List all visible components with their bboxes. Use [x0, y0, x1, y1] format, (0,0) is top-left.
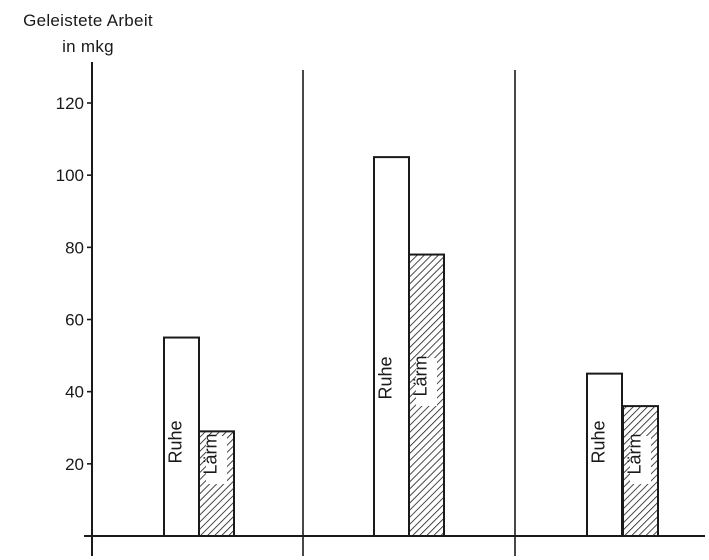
- bar-label-ruhe: Ruhe: [589, 420, 609, 463]
- bar-ruhe: [163, 336, 200, 537]
- bar-label-laerm: Lärm: [201, 433, 221, 474]
- bar-ruhe: [373, 156, 410, 537]
- bar-label-backing: [206, 436, 227, 484]
- y-tick-label: 40: [65, 383, 84, 402]
- bar-label-ruhe: Ruhe: [166, 420, 186, 463]
- y-tick-label: 60: [65, 311, 84, 330]
- y-tick-label: 20: [65, 455, 84, 474]
- y-tick-label: 120: [56, 94, 84, 113]
- y-axis-title: Geleistete Arbeit in mkg: [8, 8, 168, 60]
- bar-label-ruhe: Ruhe: [376, 356, 396, 399]
- y-tick-label: 100: [56, 166, 84, 185]
- bar-label-laerm: Lärm: [625, 433, 645, 474]
- bar-label-laerm: Lärm: [411, 355, 431, 396]
- y-tick-label: 80: [65, 238, 84, 257]
- bar-label-backing: [416, 358, 437, 406]
- bar-ruhe: [586, 372, 623, 537]
- y-axis-title-line1: Geleistete Arbeit: [23, 11, 153, 30]
- bar-label-backing: [630, 436, 651, 484]
- y-axis-title-line2: in mkg: [62, 37, 114, 56]
